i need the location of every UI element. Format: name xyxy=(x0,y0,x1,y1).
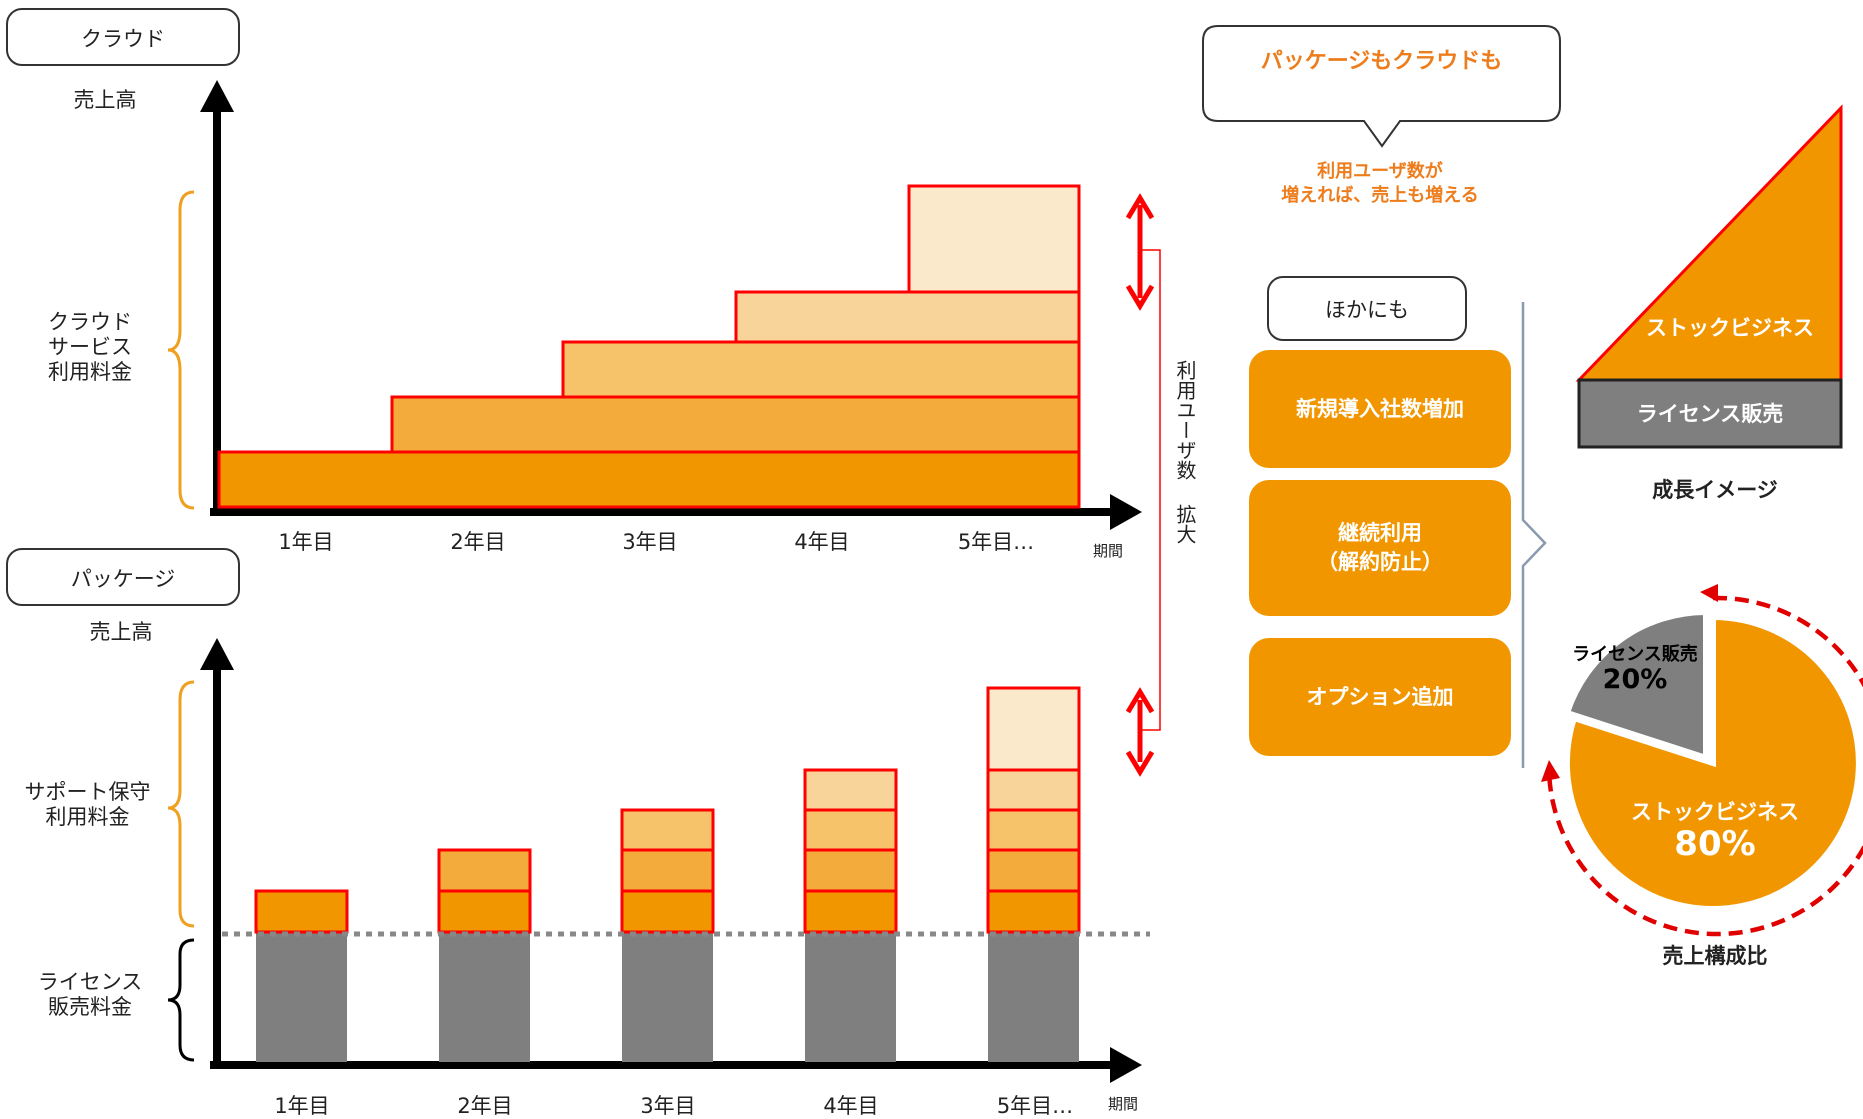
cloud-tab[interactable]: クラウド xyxy=(6,8,240,66)
callout-note: 利用ユーザ数が 増えれば、売上も増える xyxy=(1281,161,1479,206)
red-double-arrow-top xyxy=(1125,193,1155,311)
growth-triangle-label: ストックビジネス xyxy=(1646,316,1814,340)
others-item-retention[interactable]: 継続利用 （解約防止） xyxy=(1249,480,1511,616)
others-item-options[interactable]: オプション追加 xyxy=(1249,638,1511,756)
growth-base xyxy=(1577,378,1843,449)
package-tab[interactable]: パッケージ xyxy=(6,548,240,606)
package-y-axis-label: 売上高 xyxy=(89,620,153,644)
cloud-x-tick-2: 2年目 xyxy=(450,530,506,554)
growth-caption: 成長イメージ xyxy=(1652,478,1778,502)
package-x-unit: 期間 xyxy=(1108,1095,1139,1113)
cloud-x-unit: 期間 xyxy=(1093,542,1124,560)
cloud-x-tick-5: 5年目… xyxy=(957,530,1035,554)
pie-dashed-arc xyxy=(1546,595,1863,937)
package-bars xyxy=(254,686,1081,1062)
package-support-brace-label: サポート保守 利用料金 xyxy=(24,780,151,829)
callout-title: パッケージもクラウドも xyxy=(1260,49,1503,74)
pie-stock-percent: 80% xyxy=(1674,824,1756,864)
connector-label: 利用ユーザ数 拡大 xyxy=(1173,360,1197,544)
cloud-x-tick-4: 4年目 xyxy=(794,530,850,554)
pie-license-label: ライセンス販売 xyxy=(1572,644,1698,665)
package-x-tick-1: 1年目 xyxy=(274,1094,330,1118)
cloud-brace-label: クラウド サービス 利用料金 xyxy=(48,310,132,384)
cloud-tier-1 xyxy=(217,450,1081,509)
pie-slice-stock xyxy=(1563,613,1862,912)
cloud-x-tick-3: 3年目 xyxy=(622,530,678,554)
others-item-new-customers[interactable]: 新規導入社数増加 xyxy=(1249,350,1511,468)
cloud-bars xyxy=(217,184,1081,509)
package-x-tick-2: 2年目 xyxy=(457,1094,513,1118)
pie-license-percent: 20% xyxy=(1602,664,1668,695)
cloud-tier-3 xyxy=(561,340,1081,399)
cloud-tier-2 xyxy=(390,395,1081,454)
red-double-arrow-bottom xyxy=(1125,687,1155,777)
package-x-tick-3: 3年目 xyxy=(640,1094,696,1118)
package-x-tick-4: 4年目 xyxy=(823,1094,879,1118)
others-tab[interactable]: ほかにも xyxy=(1267,276,1467,341)
cloud-y-axis-label: 売上高 xyxy=(73,88,137,112)
callout-bubble xyxy=(1202,25,1561,148)
pie-chart xyxy=(1541,584,1863,937)
red-connector-bracket xyxy=(1142,249,1161,731)
package-axes xyxy=(200,638,1142,1083)
cloud-tier-4 xyxy=(734,290,1081,344)
cloud-brace xyxy=(167,190,195,510)
pie-caption: 売上構成比 xyxy=(1662,944,1768,968)
package-x-tick-5: 5年目… xyxy=(996,1094,1074,1118)
growth-base-label: ライセンス販売 xyxy=(1636,402,1784,426)
cloud-tier-5 xyxy=(907,184,1081,294)
package-license-brace-label: ライセンス 販売料金 xyxy=(37,970,143,1019)
pie-slice-license xyxy=(1563,608,1709,763)
package-support-brace xyxy=(167,680,195,928)
others-bracket xyxy=(1521,302,1547,768)
cloud-axes xyxy=(200,80,1142,530)
cloud-x-tick-1: 1年目 xyxy=(278,530,334,554)
pie-stock-label: ストックビジネス xyxy=(1631,800,1799,824)
package-license-brace xyxy=(167,938,195,1062)
